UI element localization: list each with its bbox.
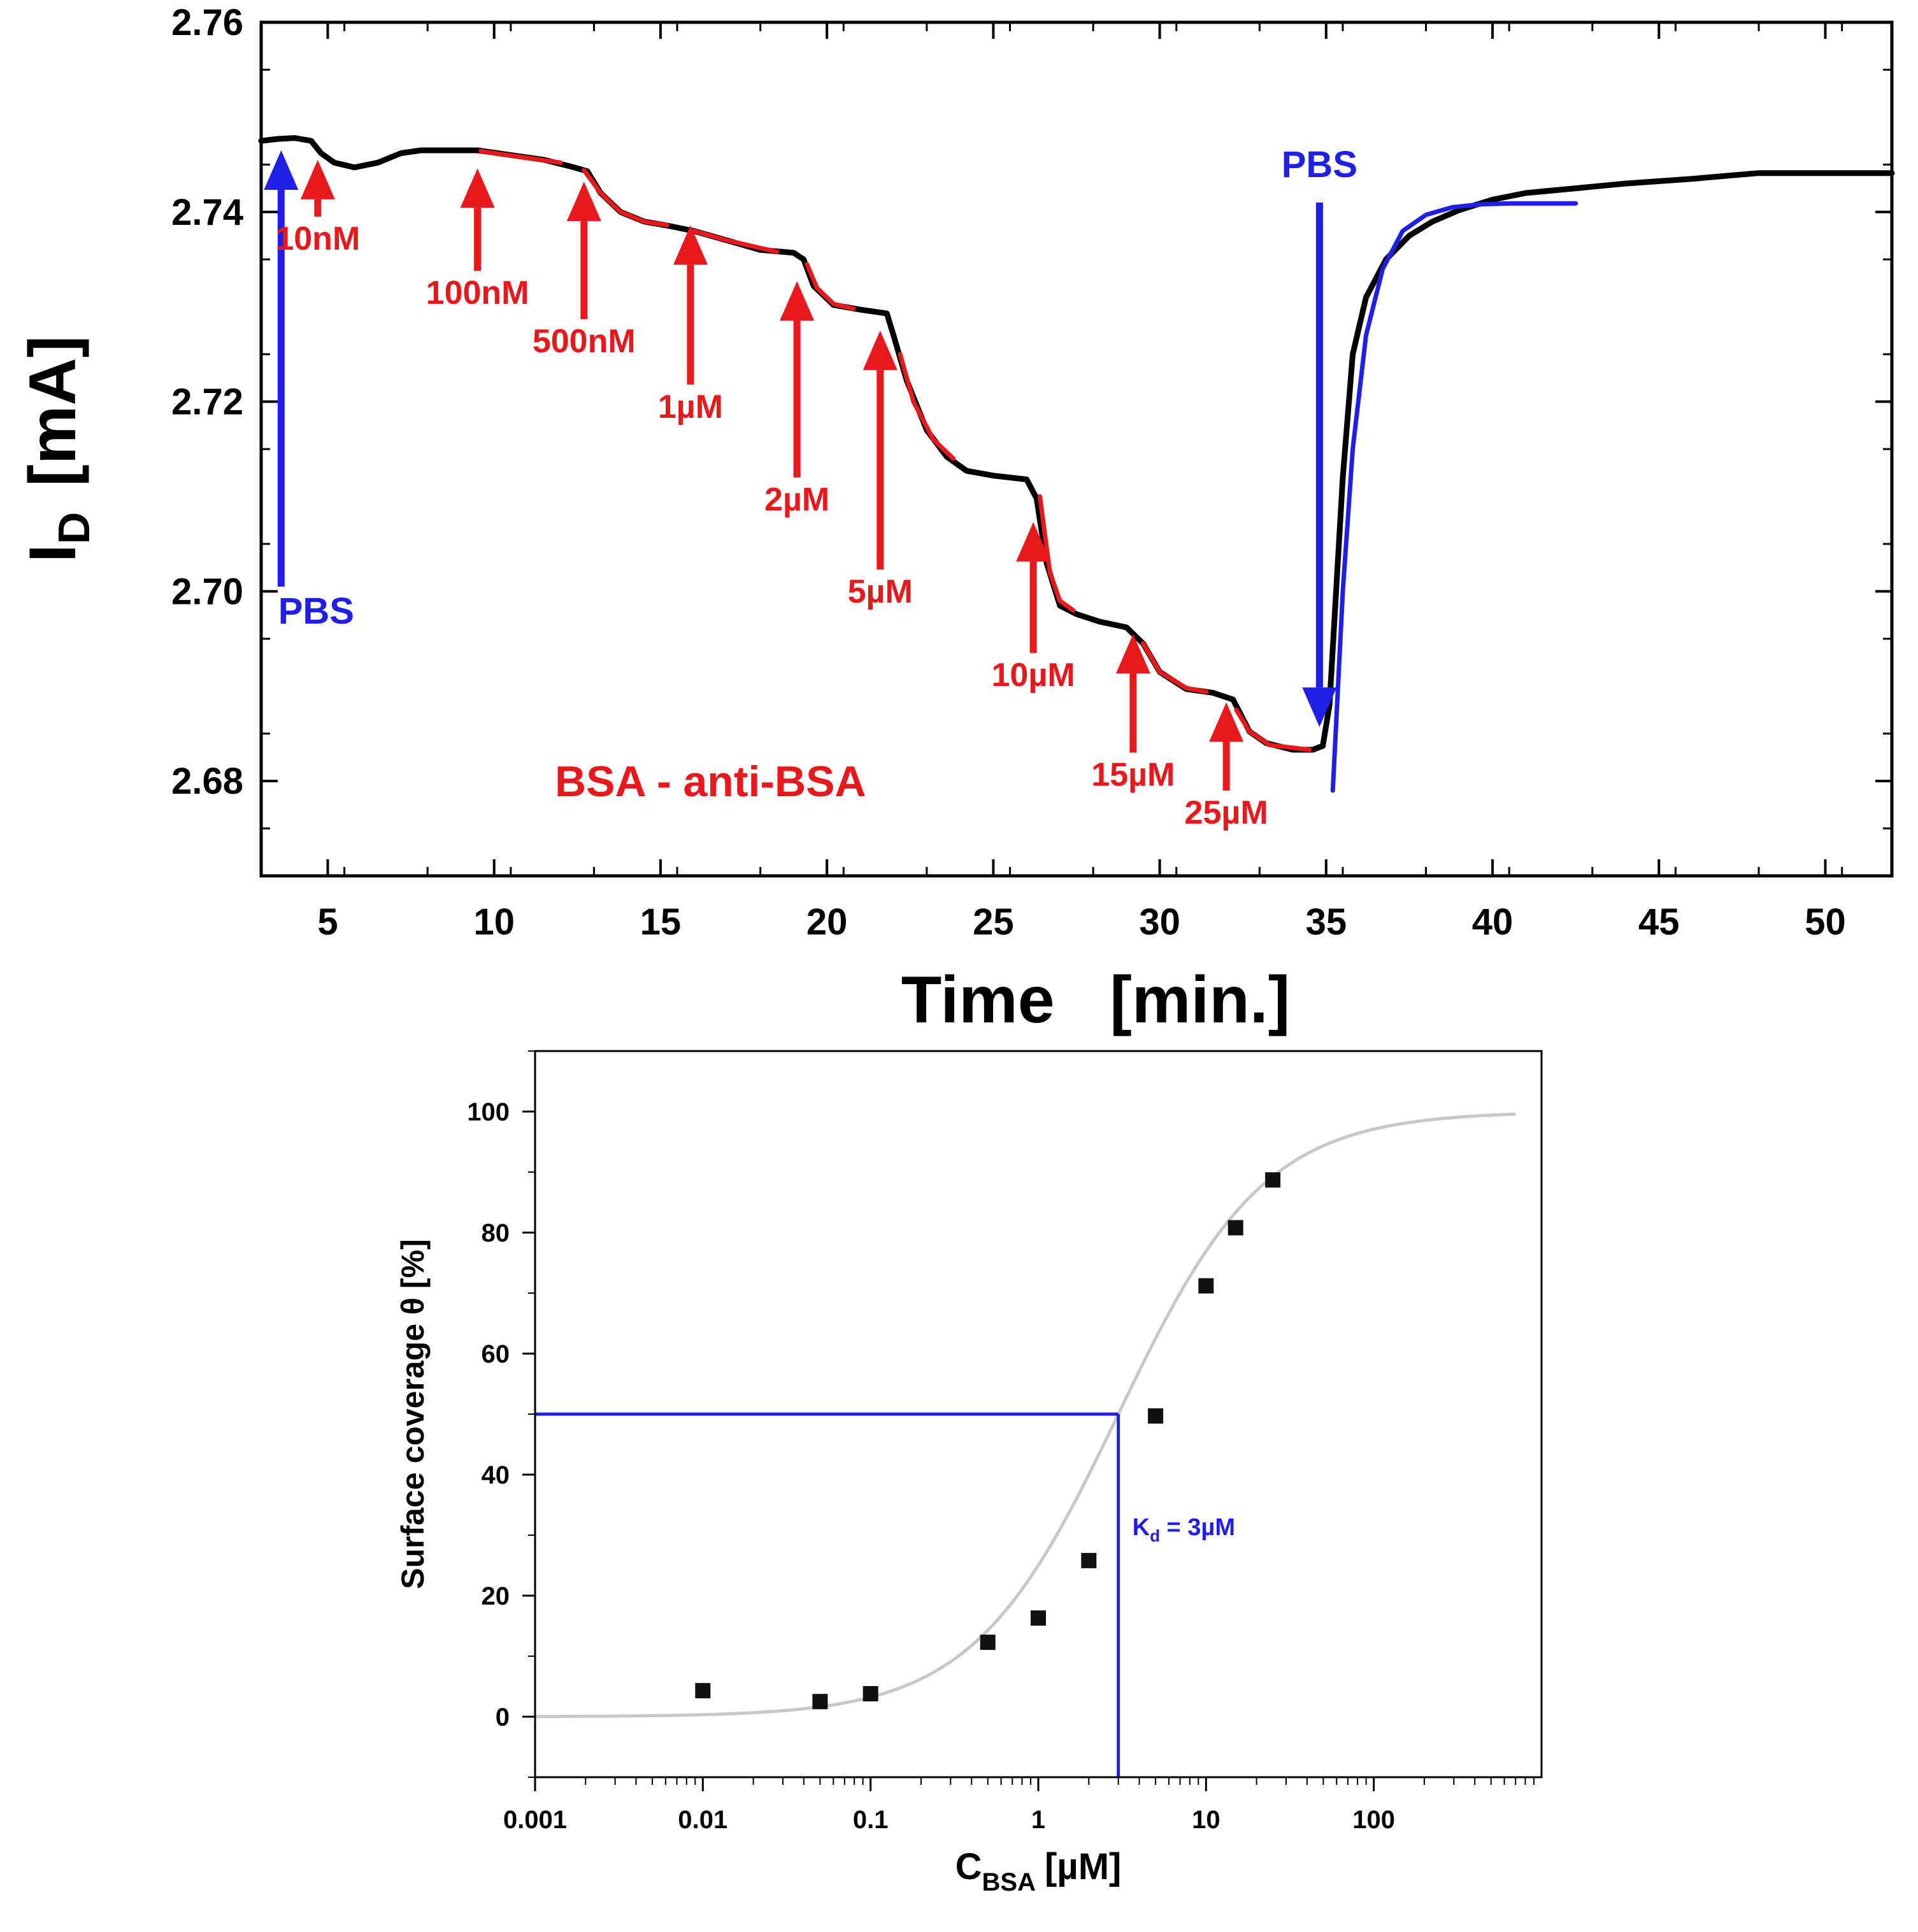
top-x-axis-label: Time [min.] [901, 963, 1291, 1037]
arrow-head [780, 281, 815, 321]
red-fit-segment [1038, 494, 1076, 613]
top-series-group [258, 135, 1895, 793]
arrow-head [1302, 687, 1337, 727]
top-x-tick-label: 20 [806, 901, 848, 943]
bottom-x-tick-label: 0.001 [503, 1806, 567, 1834]
arrow-head [300, 159, 335, 199]
arrow-label: 10nM [275, 220, 360, 257]
bottom-guide-lines-group [535, 1412, 1120, 1777]
top-x-tick-label: 45 [1638, 901, 1680, 943]
data-point [1081, 1552, 1097, 1568]
bottom-y-tick-label: 0 [496, 1703, 510, 1731]
bottom-x-tick-label: 0.01 [678, 1806, 727, 1834]
top-y-tick-label: 2.72 [171, 382, 243, 423]
top-x-tick-label: 15 [640, 901, 682, 943]
arrow-label: 15µM [1091, 756, 1175, 793]
data-point [1227, 1220, 1243, 1236]
top-x-tick-label: 25 [973, 901, 1014, 943]
arrow-label: PBS [278, 590, 354, 632]
kd-label-rest: = 3µM [1160, 1514, 1235, 1541]
bottom-y-tick-label: 20 [482, 1582, 510, 1610]
bottom-x-tick-label: 0.1 [853, 1806, 889, 1834]
top-y-tick-label: 2.76 [171, 2, 243, 43]
kd-label-sub: d [1150, 1526, 1160, 1545]
red-fit-segment [1141, 641, 1209, 694]
arrow-label: 2µM [764, 482, 829, 519]
top-x-tick-label: 35 [1306, 901, 1347, 943]
red-fit-segment [691, 229, 780, 254]
langmuir-fit-curve [535, 1112, 1516, 1719]
arrow-label: 500nM [533, 323, 636, 360]
arrow-label: PBS [1282, 144, 1357, 185]
measured-current-line [258, 135, 1895, 753]
top-y-tick-label: 2.70 [171, 571, 243, 612]
bottom-x-axis-label: CBSA [µM] [955, 1846, 1122, 1896]
arrow-head [1016, 522, 1051, 562]
data-point [1148, 1408, 1164, 1424]
bottom-xlabel-sub: BSA [982, 1868, 1036, 1896]
data-point [812, 1694, 828, 1710]
top-ylabel-main: I [16, 544, 90, 562]
arrow-label: 100nM [426, 275, 529, 311]
svg-text:ID[mA]: ID [mA] [16, 336, 99, 562]
arrow-head [673, 225, 708, 265]
top-ylabel-unit: [mA] [16, 336, 90, 487]
bottom-y-tick-label: 40 [482, 1461, 510, 1489]
kd-label-main: K [1133, 1514, 1150, 1541]
data-point [980, 1635, 996, 1650]
top-y-axis-label: ID [mA] [16, 336, 99, 562]
top-x-tick-label: 40 [1472, 901, 1514, 943]
bottom-axes-group: 0.001 0.01 0.1 1 10 100 0 20 40 60 80 100 [467, 1050, 1535, 1834]
arrow-head [1209, 702, 1244, 742]
data-point [1198, 1278, 1214, 1294]
red-fit-segment [898, 352, 956, 461]
bottom-y-tick-label: 60 [482, 1340, 510, 1368]
bottom-x-tick-label: 1 [1031, 1806, 1045, 1834]
red-fit-segment [1234, 707, 1312, 752]
bsa-anti-bsa-label: BSA - anti-BSA [555, 757, 866, 806]
bottom-points-group [695, 1172, 1281, 1710]
top-x-tick-label: 10 [473, 901, 515, 943]
kd-label: Kd = 3µM [1133, 1514, 1235, 1545]
red-fit-segment [582, 168, 669, 228]
blue-fit-line [1330, 201, 1578, 793]
red-fit-segment [478, 149, 563, 165]
arrow-label: 1µM [658, 389, 723, 426]
bottom-x-tick-label: 10 [1192, 1806, 1220, 1834]
arrow-head [566, 182, 601, 222]
top-x-tick-label: 50 [1805, 901, 1846, 943]
top-y-tick-label: 2.74 [171, 192, 243, 233]
red-fit-segment [805, 262, 856, 311]
top-y-tick-label: 2.68 [171, 761, 243, 802]
bottom-xlabel-main: C [955, 1846, 982, 1887]
bottom-xlabel-unit: [µM] [1045, 1846, 1121, 1887]
arrow-head [460, 168, 495, 208]
bottom-y-axis-label: Surface coverage θ [%] [395, 1239, 431, 1589]
data-point [695, 1683, 711, 1699]
bottom-chart: 0.001 0.01 0.1 1 10 100 0 20 40 60 80 100 Surface c… [395, 1050, 1543, 1896]
top-x-tick-label: 30 [1139, 901, 1180, 943]
data-point [862, 1685, 878, 1701]
bottom-y-tick-label: 100 [467, 1098, 510, 1126]
arrow-label: 10µM [992, 657, 1075, 694]
arrow-head [264, 150, 299, 190]
bottom-y-tick-label: 80 [482, 1219, 510, 1247]
data-point [1031, 1610, 1046, 1626]
top-axes-group: 5 10 15 20 25 30 35 40 45 50 2.68 2.70 2.72 2.74 2.76 [171, 2, 1892, 943]
top-x-tick-label: 5 [317, 901, 338, 943]
arrow-head [1115, 634, 1150, 674]
arrow-label: 5µM [848, 573, 913, 610]
arrow-label: 25µM [1185, 794, 1268, 831]
data-point [1265, 1172, 1281, 1188]
top-ylabel-sub: D [49, 512, 99, 545]
bottom-fit-curve-group [535, 1112, 1516, 1719]
top-plot-frame [259, 20, 1894, 878]
arrow-head [862, 330, 898, 370]
bottom-x-tick-label: 100 [1352, 1806, 1395, 1834]
